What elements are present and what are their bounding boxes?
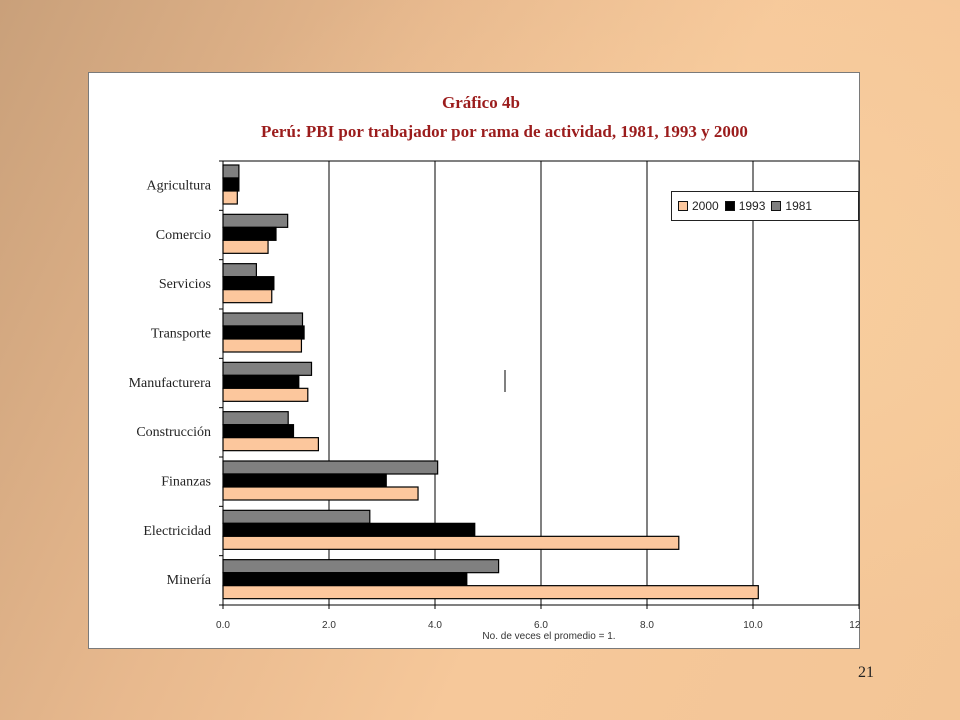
bar-comercio-1993 bbox=[222, 226, 277, 241]
x-tick-label-3: 6.0 bbox=[534, 620, 548, 631]
legend-entry-1993: 1993 bbox=[724, 199, 766, 213]
chart-panel: Gráfico 4b Perú: PBI por trabajador por … bbox=[88, 72, 861, 649]
bar-electricidad-1993 bbox=[222, 522, 476, 537]
bar-electricidad-2000 bbox=[222, 535, 680, 550]
y-category-label-5: Construcción bbox=[136, 425, 211, 440]
y-category-label-6: Finanzas bbox=[161, 475, 211, 490]
bar-comercio-1981 bbox=[222, 213, 289, 228]
y-category-label-0: Agricultura bbox=[146, 179, 211, 194]
bar-servicios-1993 bbox=[222, 276, 275, 291]
bar-construcción-1993 bbox=[222, 424, 295, 439]
legend-entry-2000: 2000 bbox=[678, 199, 719, 213]
chart-subtitle: Perú: PBI por trabajador por rama de act… bbox=[261, 122, 748, 141]
bar-manufacturera-1993 bbox=[222, 374, 300, 389]
y-category-label-4: Manufacturera bbox=[129, 376, 212, 391]
legend-swatch-1981 bbox=[771, 201, 782, 211]
x-tick-label-1: 2.0 bbox=[322, 620, 336, 631]
bar-transporte-2000 bbox=[222, 338, 303, 353]
bar-construcción-2000 bbox=[222, 437, 320, 452]
bar-agricultura-1993 bbox=[222, 177, 240, 192]
bar-finanzas-1981 bbox=[222, 460, 439, 475]
y-category-label-2: Servicios bbox=[159, 277, 211, 292]
bar-comercio-2000 bbox=[222, 239, 269, 254]
chart-title: Gráfico 4b bbox=[442, 93, 520, 112]
chart-legend: 2000 1993 1981 bbox=[671, 191, 859, 221]
bar-manufacturera-1981 bbox=[222, 361, 313, 376]
bar-agricultura-1981 bbox=[222, 164, 240, 179]
bar-agricultura-2000 bbox=[222, 190, 238, 205]
legend-swatch-2000 bbox=[678, 201, 688, 211]
x-tick-label-5: 10.0 bbox=[743, 620, 763, 631]
bar-minería-1993 bbox=[222, 572, 468, 587]
legend-swatch-1993 bbox=[724, 201, 735, 211]
bar-construcción-1981 bbox=[222, 411, 289, 426]
bar-minería-1981 bbox=[222, 559, 500, 574]
x-tick-label-6: 12.0 bbox=[849, 620, 861, 631]
y-category-label-8: Minería bbox=[167, 573, 212, 588]
bar-minería-2000 bbox=[222, 585, 759, 600]
x-axis-label: No. de veces el promedio = 1. bbox=[482, 631, 615, 642]
legend-label-1981: 1981 bbox=[785, 199, 813, 213]
bar-servicios-1981 bbox=[222, 263, 257, 278]
bar-transporte-1981 bbox=[222, 312, 304, 327]
legend-label-2000: 2000 bbox=[692, 199, 719, 213]
y-category-label-7: Electricidad bbox=[143, 524, 211, 539]
bar-manufacturera-2000 bbox=[222, 387, 309, 402]
x-tick-label-0: 0.0 bbox=[216, 620, 230, 631]
bar-finanzas-2000 bbox=[222, 486, 419, 501]
bar-electricidad-1981 bbox=[222, 509, 371, 524]
x-tick-label-2: 4.0 bbox=[428, 620, 442, 631]
x-tick-label-4: 8.0 bbox=[640, 620, 654, 631]
y-category-label-1: Comercio bbox=[156, 228, 211, 243]
legend-label-1993: 1993 bbox=[738, 199, 766, 213]
bar-chart: 0.0 2.0 4.0 6.0 8.0 10.0 12.0 No. de veces el p… bbox=[129, 160, 861, 642]
bar-servicios-2000 bbox=[222, 289, 273, 304]
page-number: 21 bbox=[858, 664, 874, 681]
bar-finanzas-1993 bbox=[222, 473, 387, 488]
y-category-label-3: Transporte bbox=[151, 327, 211, 342]
legend-entry-1981: 1981 bbox=[771, 199, 812, 213]
bar-transporte-1993 bbox=[222, 325, 305, 340]
